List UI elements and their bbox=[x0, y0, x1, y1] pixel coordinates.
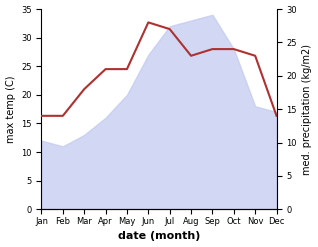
Y-axis label: max temp (C): max temp (C) bbox=[5, 75, 16, 143]
X-axis label: date (month): date (month) bbox=[118, 231, 200, 242]
Y-axis label: med. precipitation (kg/m2): med. precipitation (kg/m2) bbox=[302, 44, 313, 175]
